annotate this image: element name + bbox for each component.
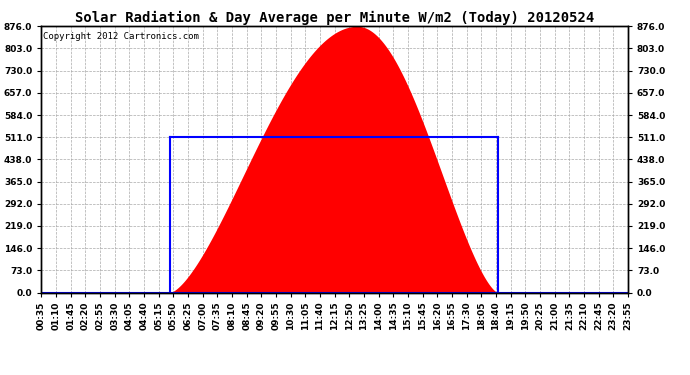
Title: Solar Radiation & Day Average per Minute W/m2 (Today) 20120524: Solar Radiation & Day Average per Minute… xyxy=(75,11,594,25)
Text: Copyright 2012 Cartronics.com: Copyright 2012 Cartronics.com xyxy=(43,32,199,40)
